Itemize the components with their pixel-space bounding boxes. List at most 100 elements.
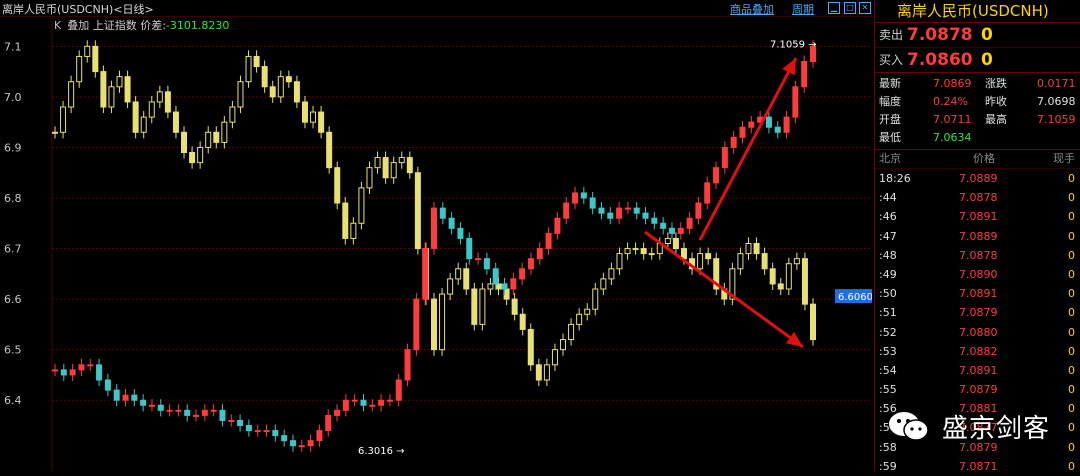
candle-body <box>769 268 776 285</box>
candle-body <box>475 258 482 261</box>
candle-body <box>140 399 147 406</box>
candle-body <box>245 55 252 83</box>
stat-label: 涨跌 <box>985 77 1007 90</box>
candle-body <box>624 248 631 255</box>
tick-price: 7.0879 <box>959 383 998 397</box>
tick-price: 7.0891 <box>959 363 998 377</box>
stat-value: 7.0869 <box>933 77 972 90</box>
candle-body <box>576 313 583 325</box>
y-tick-label: 6.8 <box>4 192 22 205</box>
period-link[interactable]: 周期 <box>792 3 814 16</box>
candle-body <box>140 116 147 133</box>
candle-body <box>254 430 261 433</box>
ticks-header-time: 北京 <box>879 152 901 165</box>
candle-body <box>172 111 179 133</box>
tick-row: :54 7.0891 0 <box>875 361 1080 380</box>
candle-body <box>785 263 792 290</box>
chart-canvas: 6.4 6.5 6.6 6.7 6.8 6.9 7.0 7.1 7.1059 → 6.3016 →… <box>4 16 872 471</box>
y-tick-label: 6.9 <box>4 141 22 154</box>
tick-time: :56 <box>879 402 897 416</box>
candle-body <box>483 258 490 270</box>
ticks-list[interactable]: 18:26 7.0889 0:44 7.0878 0:46 7.0891 0:47 7.088… <box>875 169 1080 476</box>
tick-row: :49 7.0890 0 <box>875 265 1080 284</box>
candle-body <box>404 349 411 381</box>
candle-body <box>157 404 164 411</box>
candle-body <box>84 45 91 57</box>
candlestick-chart[interactable]: 6.4 6.5 6.6 6.7 6.8 6.9 7.0 7.1 7.1059 → 6.3016 →… <box>0 0 872 471</box>
candle-body <box>132 101 139 133</box>
candle-body <box>382 157 389 179</box>
ticks-header-price: 价格 <box>973 152 995 165</box>
candle-body <box>439 293 446 351</box>
candle-body <box>68 81 75 108</box>
candle-body <box>60 369 67 376</box>
candle-body <box>113 389 120 401</box>
candle-body <box>116 76 123 88</box>
stat-row: 开盘 7.0711 最高 7.1059 <box>875 111 1080 129</box>
tick-price: 7.0889 <box>959 229 998 243</box>
tick-volume: 0 <box>1068 267 1075 281</box>
restore-icon[interactable]: □ <box>844 2 856 14</box>
product-overlay-link[interactable]: 商品叠加 <box>730 3 774 16</box>
candle-body <box>124 76 131 103</box>
candle-body <box>237 81 244 108</box>
tick-row: :53 7.0882 0 <box>875 342 1080 361</box>
candle-body <box>108 86 115 108</box>
candle-body <box>175 409 182 412</box>
low-annotation: 6.3016 → <box>358 446 405 457</box>
candle-body <box>592 288 599 310</box>
sell-volume: 0 <box>981 25 993 45</box>
candle-body <box>584 308 591 315</box>
tick-volume: 0 <box>1068 440 1075 454</box>
candle-body <box>76 55 83 83</box>
minimize-icon[interactable]: ▁ <box>828 2 840 14</box>
stat-label: 开盘 <box>879 113 901 126</box>
tick-volume: 0 <box>1068 172 1075 185</box>
candle-body <box>87 364 94 367</box>
candle-body <box>285 76 292 83</box>
stat-label: 最新 <box>879 77 901 90</box>
overlay-info: K 叠加 上证指数 价差:-3101.8230 <box>54 17 229 33</box>
candle-body <box>104 379 111 391</box>
quote-title: 离岸人民币(USDCNH) <box>875 0 1080 23</box>
tick-price: 7.0890 <box>959 267 998 281</box>
candle-body <box>100 71 107 108</box>
tick-price: 7.0879 <box>959 440 998 454</box>
buy-row: 买入 7.0860 0 <box>875 48 1080 73</box>
candle-body <box>193 414 200 417</box>
ticks-header-volume: 现手 <box>1053 152 1075 165</box>
candle-body <box>753 243 760 255</box>
y-tick-label: 6.6 <box>4 293 22 306</box>
tick-price: 7.0878 <box>959 191 998 205</box>
candle-body <box>704 182 711 204</box>
candle-body <box>447 278 454 295</box>
tick-row: :51 7.0879 0 <box>875 303 1080 322</box>
tick-time: :59 <box>879 459 897 473</box>
stat-label: 最低 <box>879 131 901 144</box>
candle-body <box>487 283 494 290</box>
tick-volume: 0 <box>1068 210 1075 224</box>
tick-price: 7.0881 <box>959 402 998 416</box>
close-icon[interactable]: ✕ <box>859 2 871 14</box>
candle-body <box>640 248 647 255</box>
candle-body <box>229 106 236 123</box>
tick-price: 7.0891 <box>959 210 998 224</box>
candle-body <box>608 268 615 280</box>
candle-body <box>316 430 323 442</box>
up-trend-arrow <box>698 57 798 241</box>
candle-body <box>237 419 244 427</box>
candle-body <box>293 81 300 103</box>
candle-body <box>342 202 349 239</box>
candle-body <box>545 232 552 250</box>
tick-volume: 0 <box>1068 402 1075 416</box>
candle-body <box>197 146 204 164</box>
candle-body <box>492 268 499 285</box>
tick-volume: 0 <box>1068 421 1075 435</box>
tick-row: :50 7.0891 0 <box>875 284 1080 303</box>
current-value-tag <box>835 289 872 304</box>
candle-body <box>131 394 138 401</box>
candle-body <box>729 268 736 300</box>
k-label: K <box>54 19 62 32</box>
tick-row: :47 7.0889 0 <box>875 227 1080 246</box>
candle-body <box>253 55 260 68</box>
